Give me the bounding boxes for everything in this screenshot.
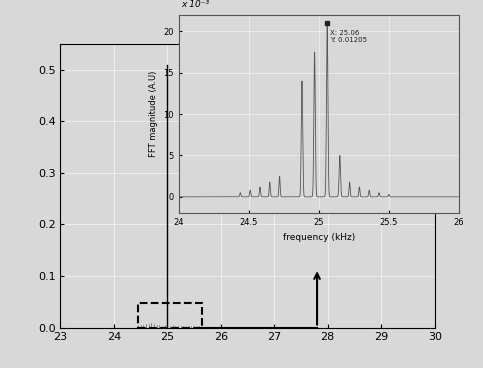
Text: X: 25.06
Y: 0.01205: X: 25.06 Y: 0.01205 — [330, 30, 367, 43]
Text: x 10⁻³: x 10⁻³ — [182, 0, 210, 9]
Bar — [138, 303, 202, 328]
Y-axis label: FFT magnitude (A.U): FFT magnitude (A.U) — [149, 71, 158, 157]
X-axis label: frequency (kHz): frequency (kHz) — [283, 233, 355, 242]
